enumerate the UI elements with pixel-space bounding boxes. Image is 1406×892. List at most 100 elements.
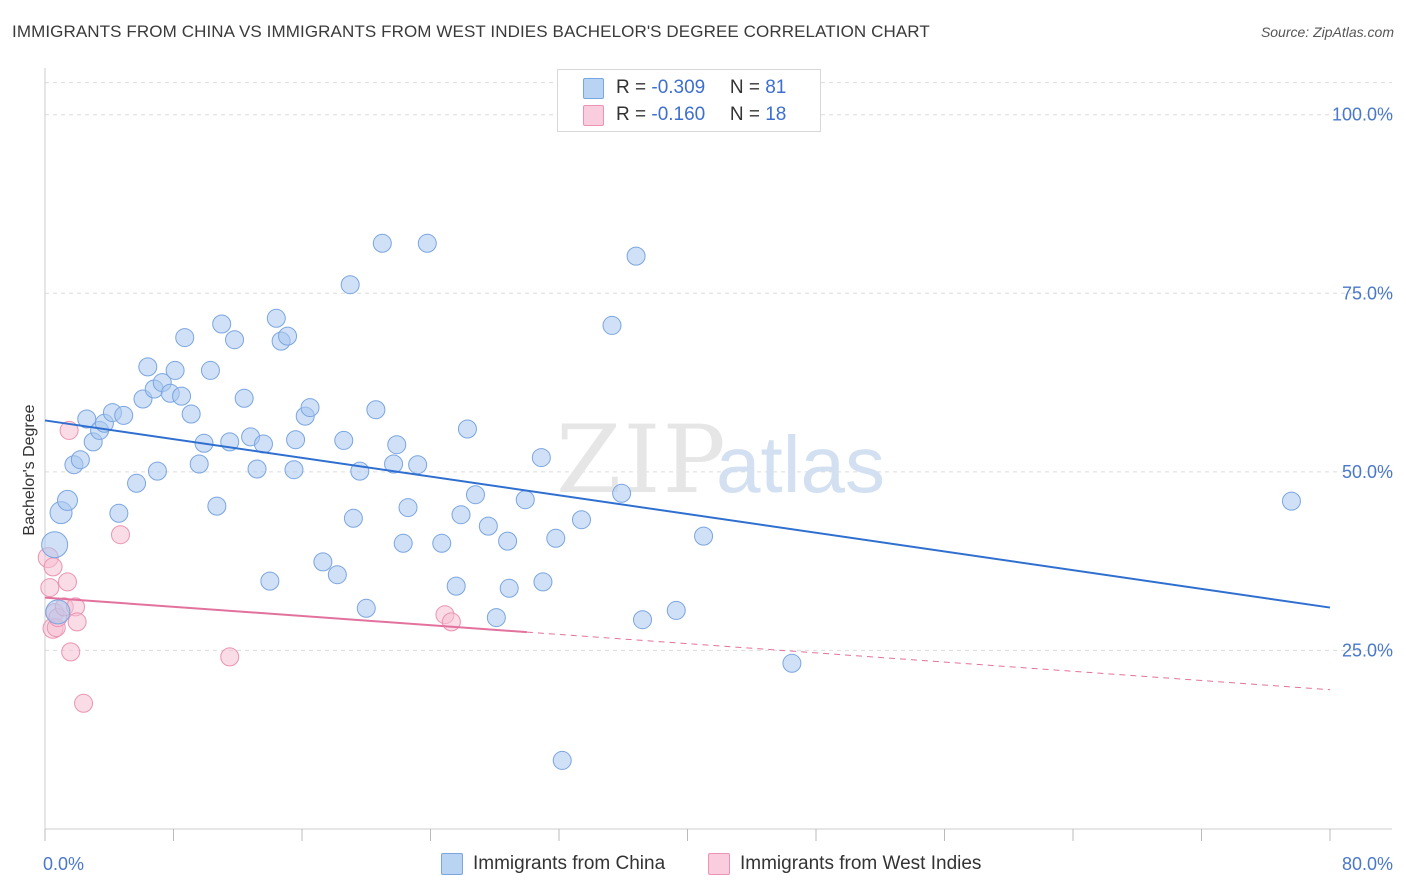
- tick-labels: 25.0% 50.0% 75.0% 100.0% 0.0% 80.0%: [43, 105, 1393, 874]
- china-point: [109, 503, 129, 523]
- china-point: [694, 526, 714, 546]
- watermark-zip: ZIP: [556, 406, 728, 515]
- legend-r-value-china: -0.309: [651, 77, 706, 98]
- china-point: [465, 485, 485, 505]
- y-tick-label: 50.0%: [1342, 462, 1393, 482]
- china-point: [200, 360, 220, 380]
- x-tick-label-max: 80.0%: [1342, 854, 1393, 874]
- china-point: [334, 430, 354, 450]
- westindies-point: [40, 578, 60, 598]
- westindies-point: [67, 612, 87, 632]
- china-point: [114, 405, 134, 425]
- y-tick-label: 25.0%: [1342, 640, 1393, 660]
- china-point: [1281, 491, 1301, 511]
- china-point: [300, 398, 320, 418]
- trend-line-westindies-projection: [526, 631, 1331, 691]
- trend-line-westindies: [44, 596, 527, 634]
- chart-title: IMMIGRANTS FROM CHINA VS IMMIGRANTS FROM…: [12, 22, 930, 41]
- china-point: [393, 533, 413, 553]
- china-point: [189, 454, 209, 474]
- china-point: [70, 450, 90, 470]
- china-point: [366, 400, 386, 420]
- legend-swatch-china: [583, 78, 604, 99]
- china-point: [666, 600, 686, 620]
- china-point: [446, 576, 466, 596]
- china-point: [260, 571, 280, 591]
- china-point: [234, 388, 254, 408]
- china-point: [207, 496, 227, 516]
- china-point: [45, 599, 71, 625]
- y-axis-label: Bachelor's Degree: [21, 404, 38, 535]
- china-point: [165, 360, 185, 380]
- china-point: [612, 483, 632, 503]
- china-point: [313, 552, 333, 572]
- legend-r-label: R =: [616, 104, 652, 125]
- china-point: [41, 531, 69, 559]
- china-point: [457, 419, 477, 439]
- watermark-atlas: atlas: [716, 420, 885, 509]
- westindies-point: [59, 420, 79, 440]
- china-point: [56, 489, 78, 511]
- china-point: [417, 233, 437, 253]
- westindies-point: [43, 557, 63, 577]
- legend-r-label: R =: [616, 77, 652, 98]
- westindies-point: [57, 572, 77, 592]
- china-point: [356, 598, 376, 618]
- china-point: [181, 404, 201, 424]
- china-point: [451, 505, 471, 525]
- china-point: [175, 328, 195, 348]
- china-point: [253, 434, 273, 454]
- china-point: [147, 461, 167, 481]
- china-point: [531, 448, 551, 468]
- china-point: [127, 473, 147, 493]
- grid-lines: [45, 82, 1392, 651]
- trend-line-china: [44, 419, 1331, 609]
- china-point: [138, 357, 158, 377]
- legend-n-value-westindies: 18: [765, 104, 787, 125]
- china-point: [478, 516, 498, 536]
- bottom-legend-label-westindies: Immigrants from West Indies: [740, 853, 982, 874]
- legend-n-value-china: 81: [765, 77, 787, 98]
- china-point: [340, 275, 360, 295]
- china-point: [343, 508, 363, 528]
- legend-swatch-westindies: [583, 105, 604, 126]
- china-point: [286, 430, 306, 450]
- china-point: [515, 490, 535, 510]
- westindies-point: [110, 525, 130, 545]
- china-point: [212, 314, 232, 334]
- bottom-legend-swatch-china: [441, 853, 463, 875]
- china-point: [498, 531, 518, 551]
- source-label: Source: ZipAtlas.com: [1260, 24, 1394, 40]
- china-point: [372, 233, 392, 253]
- legend-r-value-westindies: -0.160: [651, 104, 706, 125]
- china-point: [602, 315, 622, 335]
- china-point: [398, 498, 418, 518]
- x-tick-label-min: 0.0%: [43, 854, 84, 874]
- china-point: [266, 308, 286, 328]
- china-point: [633, 610, 653, 630]
- china-point: [782, 653, 802, 673]
- china-point: [626, 246, 646, 266]
- westindies-point: [220, 647, 240, 667]
- china-point: [278, 326, 298, 346]
- china-point: [327, 565, 347, 585]
- china-point: [384, 454, 404, 474]
- legend-n-label: N =: [729, 77, 766, 98]
- watermark: ZIP atlas: [556, 406, 885, 515]
- legend-n-label: N =: [729, 104, 766, 125]
- china-point: [77, 409, 97, 429]
- westindies-point: [74, 693, 94, 713]
- china-point: [571, 510, 591, 530]
- china-point: [546, 528, 566, 548]
- y-tick-label: 75.0%: [1342, 283, 1393, 303]
- china-point: [225, 330, 245, 350]
- series-china-points: [41, 233, 1301, 770]
- westindies-point: [61, 642, 81, 662]
- legend: R = -0.309 N = 81 R = -0.160 N = 18: [557, 69, 821, 132]
- bottom-legend-label-china: Immigrants from China: [473, 853, 666, 874]
- china-point: [533, 572, 553, 592]
- china-point: [432, 533, 452, 553]
- china-point: [499, 578, 519, 598]
- china-point: [247, 459, 267, 479]
